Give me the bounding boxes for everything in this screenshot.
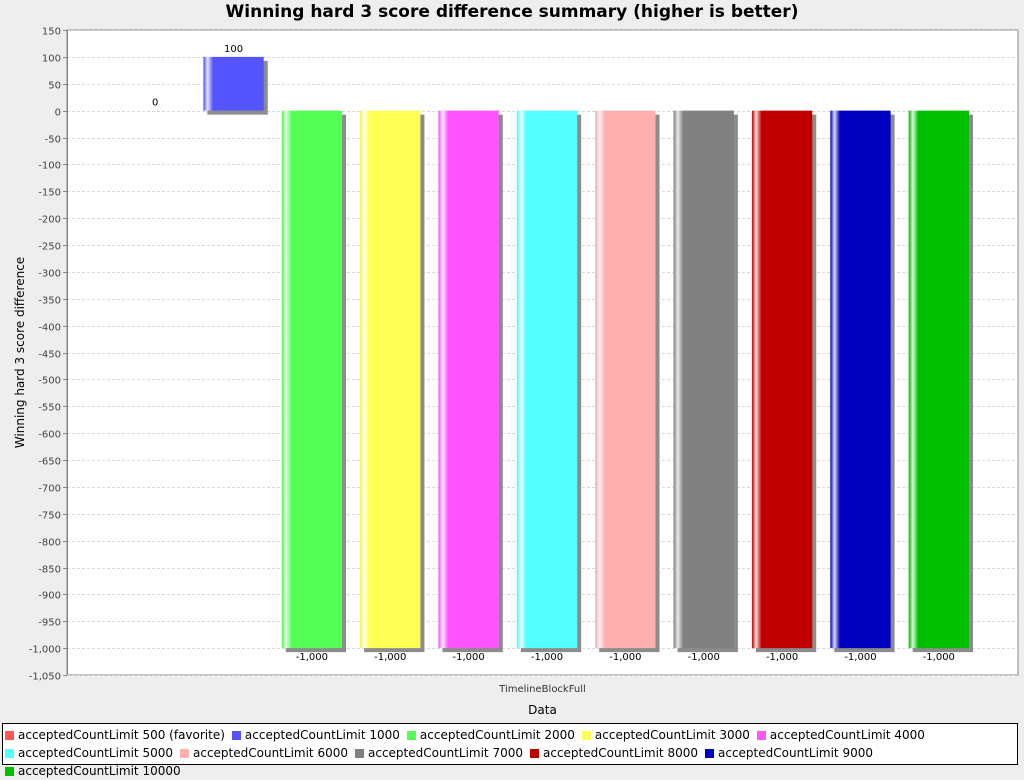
- legend-label: acceptedCountLimit 3000: [594, 728, 750, 742]
- bar: [595, 110, 656, 649]
- bar: [360, 110, 421, 649]
- y-tick-label: -400: [38, 323, 61, 334]
- bar: [281, 110, 343, 649]
- legend-swatch: [705, 748, 714, 758]
- legend-label: acceptedCountLimit 1000: [244, 728, 400, 742]
- y-tick-label: -800: [38, 538, 61, 549]
- y-tick-label: -500: [38, 376, 61, 387]
- x-axis-label: Data: [528, 703, 557, 717]
- data-label: -1,000: [609, 652, 641, 663]
- legend-label: acceptedCountLimit 9000: [718, 746, 873, 760]
- legend-item: acceptedCountLimit 7000: [355, 744, 523, 762]
- bar: [908, 110, 969, 649]
- y-axis-label: Winning hard 3 score difference: [13, 257, 27, 448]
- legend-label: acceptedCountLimit 8000: [543, 746, 698, 760]
- data-label: 100: [224, 44, 243, 55]
- y-tick-label: -850: [38, 565, 61, 576]
- y-tick-label: 0: [55, 108, 61, 119]
- y-tick-label: -700: [38, 484, 61, 495]
- x-tick-label: TimelineBlockFull: [498, 684, 586, 695]
- chart-title: Winning hard 3 score difference summary …: [225, 2, 799, 22]
- data-label: -1,000: [296, 652, 328, 663]
- y-tick-label: -350: [38, 296, 61, 307]
- legend-label: acceptedCountLimit 6000: [193, 746, 348, 760]
- legend-label: acceptedCountLimit 7000: [368, 746, 523, 760]
- legend-item: acceptedCountLimit 6000: [180, 744, 348, 762]
- y-tick-label: -100: [38, 161, 61, 172]
- legend-swatch: [530, 748, 539, 758]
- legend-items: acceptedCountLimit 500 (favorite) accepte…: [5, 726, 1015, 780]
- y-tick-label: -250: [38, 242, 61, 253]
- y-tick-label: -550: [38, 403, 61, 414]
- legend: acceptedCountLimit 500 (favorite) accepte…: [2, 723, 1018, 778]
- y-tick-label: 100: [42, 54, 61, 65]
- y-tick-label: -50: [45, 135, 61, 146]
- y-tick-label: -450: [38, 350, 61, 361]
- legend-item: acceptedCountLimit 8000: [530, 744, 698, 762]
- legend-item: acceptedCountLimit 500 (favorite): [5, 726, 225, 744]
- chart-svg: -1,050 -1,000 -950 -900 -850 -800 -750 -700 -650…: [13, 27, 1019, 717]
- legend-swatch: [180, 748, 189, 758]
- legend-label: acceptedCountLimit 2000: [419, 728, 575, 742]
- legend-item: acceptedCountLimit 1000: [231, 726, 400, 744]
- legend-swatch: [5, 730, 14, 740]
- y-tick-label: -150: [38, 188, 61, 199]
- plot-area: -1,050 -1,000 -950 -900 -850 -800 -750 -700 -650…: [13, 27, 1019, 717]
- y-tick-label: -600: [38, 430, 61, 441]
- legend-item: acceptedCountLimit 2000: [406, 726, 575, 744]
- legend-label: acceptedCountLimit 500 (favorite): [18, 728, 225, 742]
- y-tick-label: -1,000: [29, 645, 61, 656]
- data-label: -1,000: [766, 652, 798, 663]
- legend-item: acceptedCountLimit 9000: [705, 744, 873, 762]
- data-label: -1,000: [453, 652, 485, 663]
- legend-item: acceptedCountLimit 5000: [5, 744, 173, 762]
- data-label: -1,000: [688, 652, 720, 663]
- legend-item: acceptedCountLimit 10000: [5, 762, 181, 780]
- bar: [438, 110, 499, 649]
- legend-swatch: [355, 748, 364, 758]
- y-tick-label: 50: [48, 81, 61, 92]
- bar: [516, 110, 578, 649]
- bar: [751, 110, 813, 649]
- data-label: -1,000: [844, 652, 876, 663]
- data-label: 0: [152, 98, 158, 109]
- legend-item: acceptedCountLimit 4000: [756, 726, 925, 744]
- y-tick-label: -200: [38, 215, 61, 226]
- legend-item: acceptedCountLimit 3000: [581, 726, 750, 744]
- legend-label: acceptedCountLimit 5000: [18, 746, 173, 760]
- data-label: -1,000: [923, 652, 955, 663]
- bar: [830, 110, 891, 649]
- legend-swatch: [756, 730, 766, 740]
- legend-swatch: [581, 730, 591, 740]
- data-label: -1,000: [374, 652, 406, 663]
- legend-label: acceptedCountLimit 10000: [18, 764, 181, 778]
- bar: [203, 56, 264, 111]
- legend-label: acceptedCountLimit 4000: [769, 728, 925, 742]
- data-label: -1,000: [531, 652, 563, 663]
- legend-swatch: [406, 730, 416, 740]
- bar: [673, 110, 734, 649]
- legend-swatch: [5, 748, 14, 758]
- y-tick-label: -1,050: [29, 672, 61, 683]
- y-tick-label: 150: [42, 27, 61, 38]
- y-tick-label: -750: [38, 511, 61, 522]
- y-tick-label: -300: [38, 269, 61, 280]
- y-tick-label: -900: [38, 591, 61, 602]
- y-tick-label: -950: [38, 618, 61, 629]
- legend-swatch: [231, 730, 241, 740]
- y-tick-label: -650: [38, 457, 61, 468]
